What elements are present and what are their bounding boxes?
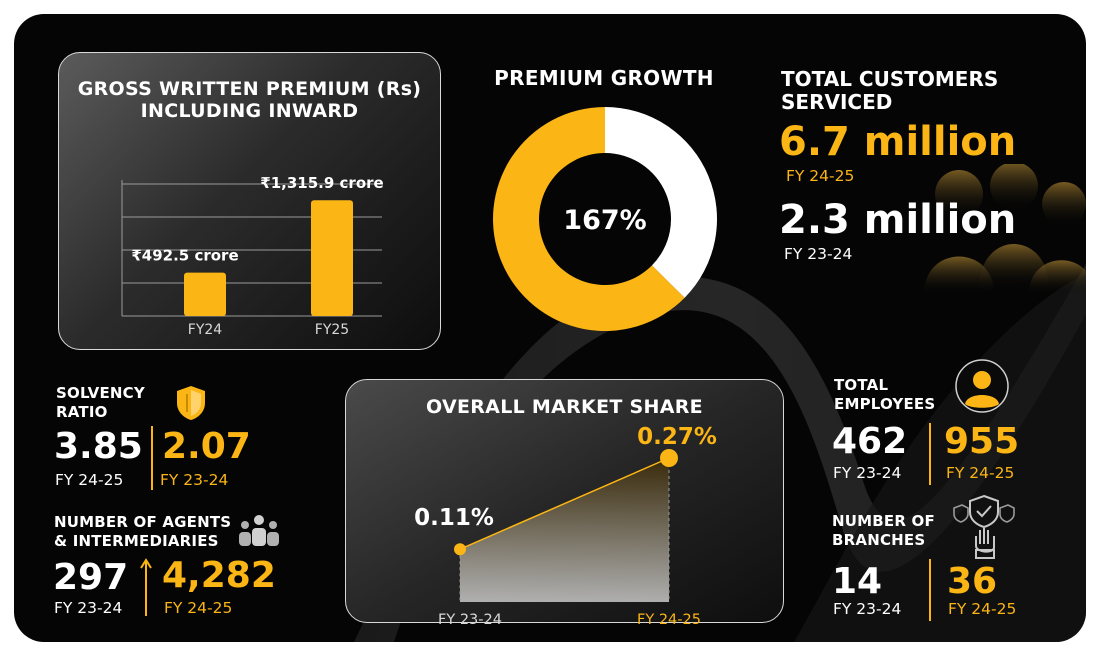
growth-center-label: 167% [563,205,646,236]
arrow-up-icon [140,558,152,616]
gwp-bar-value-label: ₹492.5 crore [131,247,238,265]
market-category-label: FY 24-25 [637,612,701,624]
gwp-title-line1: GROSS WRITTEN PREMIUM (Rs) [77,78,422,100]
growth-donut-chart: 167% [493,107,717,331]
gwp-title-line2: INCLUDING INWARD [140,100,359,122]
employees-divider [929,423,931,485]
shield-icon [177,386,205,420]
gwp-bar [184,272,226,316]
solvency-year-1: FY 24-25 [55,471,124,489]
employees-value-2: 955 [944,421,1020,462]
gwp-bar-chart: ₹492.5 crore FY24 ₹1,315.9 crore FY25 [121,174,384,334]
branches-divider [929,559,931,621]
branches-year-1: FY 23-24 [833,600,902,618]
employees-year-2: FY 24-25 [946,464,1015,482]
people-silhouette-icon [924,164,1086,294]
infographic-frame: GROSS WRITTEN PREMIUM (Rs) INCLUDING INW… [14,14,1086,642]
agents-value-1: 297 [53,557,129,598]
market-area-fill [460,458,669,602]
customers-current-label: FY 24-25 [786,167,855,185]
agents-label-line1: NUMBER OF AGENTS [54,513,232,531]
growth-donut-slice [493,107,685,331]
employees-label-line1: TOTAL [834,376,889,394]
market-point [660,449,678,467]
solvency-label-line1: SOLVENCY [56,384,145,402]
gwp-bar-value-label: ₹1,315.9 crore [260,174,383,192]
market-series-line [459,457,670,550]
branches-value-2: 36 [947,561,998,602]
market-category-label: FY 23-24 [438,612,502,624]
people-group-icon [239,515,279,546]
growth-donut-slice [605,107,717,298]
solvency-year-2: FY 23-24 [160,471,229,489]
hand-shield-icon [953,494,1015,559]
branches-label-line1: NUMBER OF [832,512,935,530]
customers-title-line2: SERVICED [781,90,893,114]
branches-label-line2: BRANCHES [832,531,926,549]
market-value-label: 0.27% [637,424,717,450]
branches-year-2: FY 24-25 [948,600,1017,618]
background-wave-decoration [354,264,1086,642]
branches-value-1: 14 [832,561,883,602]
solvency-value-1: 3.85 [54,426,143,467]
growth-title: PREMIUM GROWTH [494,66,714,90]
agents-label-line2: & INTERMEDIARIES [54,532,219,550]
agents-year-1: FY 23-24 [54,599,123,617]
user-avatar-icon [955,359,1009,413]
employees-label-line2: EMPLOYEES [834,395,936,413]
customers-previous-value: 2.3 million [779,197,1017,243]
agents-value-2: 4,282 [162,555,276,596]
solvency-value-2: 2.07 [162,426,251,467]
market-point [454,543,466,556]
gwp-bar [311,200,353,316]
market-title: OVERALL MARKET SHARE [426,396,703,418]
employees-year-1: FY 23-24 [833,464,902,482]
agents-year-2: FY 24-25 [164,599,233,617]
solvency-label-line2: RATIO [56,403,108,421]
gwp-category-label: FY24 [188,322,223,334]
gwp-category-label: FY25 [315,322,349,334]
customers-previous-label: FY 23-24 [784,245,853,263]
customers-current-value: 6.7 million [779,119,1017,165]
customers-title-line1: TOTAL CUSTOMERS [781,67,999,91]
solvency-divider [151,426,153,490]
market-value-label: 0.11% [414,505,494,531]
employees-value-1: 462 [832,421,908,462]
market-line-chart: 0.11% FY 23-24 0.27% FY 24-25 [414,424,717,624]
